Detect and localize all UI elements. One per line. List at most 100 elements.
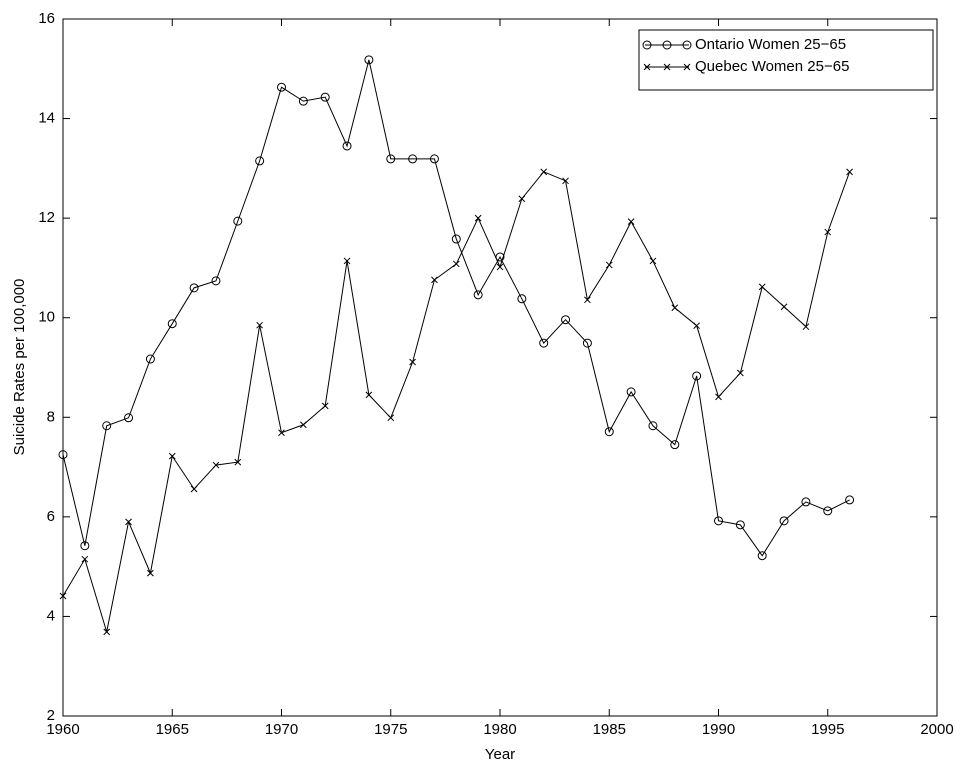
- marker: [758, 283, 766, 291]
- x-tick-label: 1970: [265, 721, 298, 738]
- marker: [365, 391, 373, 399]
- marker: [145, 354, 155, 364]
- x-tick-label: 1995: [811, 721, 844, 738]
- marker: [779, 516, 789, 526]
- marker: [604, 427, 614, 437]
- marker: [81, 555, 89, 563]
- x-tick-label: 1985: [593, 721, 626, 738]
- marker: [431, 276, 438, 284]
- marker: [80, 541, 90, 551]
- legend-box: [638, 29, 934, 91]
- y-tick-label: 4: [47, 607, 55, 624]
- marker: [648, 421, 658, 431]
- marker: [298, 96, 308, 106]
- y-tick-label: 10: [38, 309, 55, 326]
- marker: [670, 440, 680, 450]
- marker: [212, 461, 220, 469]
- x-tick-label: 1965: [156, 721, 189, 738]
- marker: [496, 263, 504, 271]
- marker: [58, 450, 68, 460]
- marker: [757, 551, 767, 561]
- marker: [846, 168, 853, 176]
- x-tick-label: 1980: [483, 721, 516, 738]
- legend-label: Quebec Women 25−65: [695, 58, 849, 75]
- marker: [735, 520, 745, 530]
- marker: [429, 154, 439, 164]
- marker: [802, 323, 810, 331]
- marker: [627, 218, 635, 225]
- marker: [845, 495, 855, 505]
- marker: [801, 497, 811, 507]
- marker: [671, 304, 679, 312]
- marker: [234, 458, 242, 466]
- marker: [342, 141, 352, 151]
- marker: [211, 276, 221, 286]
- y-tick-label: 8: [47, 408, 55, 425]
- marker: [693, 322, 701, 330]
- marker: [692, 371, 702, 381]
- marker: [321, 402, 329, 410]
- marker: [364, 55, 374, 65]
- marker: [517, 294, 527, 304]
- marker: [474, 214, 482, 222]
- marker: [320, 92, 330, 102]
- marker: [278, 429, 285, 437]
- legend-marker: [643, 63, 651, 71]
- marker: [233, 216, 243, 226]
- marker: [584, 296, 591, 304]
- series-line: [62, 59, 850, 557]
- x-tick-label: 2000: [920, 721, 953, 738]
- marker: [715, 393, 722, 401]
- marker: [408, 154, 418, 164]
- marker: [343, 257, 351, 265]
- marker: [582, 338, 592, 348]
- marker: [409, 358, 416, 366]
- marker: [386, 154, 396, 164]
- marker: [167, 319, 177, 329]
- marker: [168, 452, 176, 460]
- y-tick-label: 14: [38, 110, 55, 127]
- marker: [561, 315, 571, 325]
- y-axis-label: Suicide Rates per 100,000: [11, 279, 28, 456]
- marker: [277, 82, 286, 92]
- marker: [649, 257, 657, 265]
- marker: [124, 413, 134, 423]
- legend-marker: [662, 40, 672, 50]
- marker: [256, 321, 264, 329]
- legend-marker: [683, 63, 691, 71]
- marker: [190, 485, 198, 493]
- x-tick-label: 1990: [702, 721, 735, 738]
- marker: [780, 303, 788, 311]
- marker: [518, 195, 526, 203]
- marker: [473, 290, 483, 300]
- marker: [255, 156, 265, 166]
- marker: [125, 518, 132, 526]
- marker: [299, 421, 307, 429]
- marker: [189, 283, 199, 293]
- y-tick-label: 12: [38, 209, 55, 226]
- marker: [59, 592, 67, 600]
- legend-label: Ontario Women 25−65: [695, 36, 846, 53]
- x-tick-label: 1960: [46, 721, 79, 738]
- marker: [605, 261, 613, 269]
- marker: [539, 338, 549, 348]
- marker: [147, 569, 154, 577]
- marker: [823, 506, 833, 516]
- marker: [387, 414, 395, 422]
- marker: [714, 516, 723, 526]
- marker: [451, 234, 461, 244]
- legend-marker: [642, 40, 652, 50]
- marker: [736, 369, 744, 377]
- x-axis-label: Year: [485, 746, 515, 763]
- marker: [824, 228, 832, 236]
- marker: [103, 628, 111, 636]
- marker: [626, 387, 636, 397]
- marker: [562, 177, 569, 185]
- marker: [452, 260, 460, 268]
- legend-marker: [663, 63, 671, 71]
- x-tick-label: 1975: [374, 721, 407, 738]
- y-tick-label: 16: [38, 10, 55, 27]
- y-tick-label: 6: [47, 508, 55, 525]
